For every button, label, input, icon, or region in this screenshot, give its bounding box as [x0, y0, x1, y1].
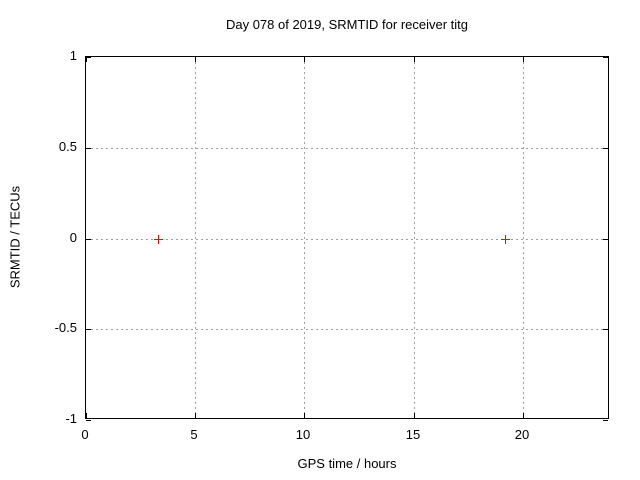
- y-tick-mark: [86, 148, 91, 149]
- x-tick-label: 15: [405, 427, 421, 442]
- chart-title: Day 078 of 2019, SRMTID for receiver tit…: [225, 17, 469, 32]
- y-tick-label: 0.5: [58, 139, 77, 154]
- data-point-marker: [501, 235, 510, 244]
- x-tick-mark: [523, 413, 524, 418]
- x-gridline: [195, 57, 196, 418]
- x-tick-mark-top: [195, 57, 196, 62]
- x-tick-label: 5: [190, 427, 198, 442]
- y-tick-mark-right: [603, 239, 608, 240]
- y-tick-label: -1: [65, 411, 77, 426]
- y-tick-mark-right: [603, 148, 608, 149]
- x-tick-mark-top: [304, 57, 305, 62]
- x-tick-mark: [195, 413, 196, 418]
- y-tick-mark: [86, 57, 91, 58]
- y-gridline: [86, 329, 608, 330]
- y-tick-mark-right: [603, 420, 608, 421]
- y-tick-label: 0: [69, 230, 77, 245]
- x-tick-label: 0: [81, 427, 89, 442]
- x-tick-mark: [414, 413, 415, 418]
- x-gridline: [523, 57, 524, 418]
- marker-vbar: [505, 235, 506, 244]
- x-axis-label: GPS time / hours: [297, 456, 397, 471]
- x-gridline: [304, 57, 305, 418]
- y-tick-label: 1: [69, 48, 77, 63]
- x-tick-label: 20: [514, 427, 530, 442]
- y-tick-label: -0.5: [54, 320, 77, 335]
- x-tick-mark: [86, 413, 87, 418]
- plot-area: [85, 56, 609, 421]
- y-gridline: [86, 148, 608, 149]
- y-tick-mark: [86, 420, 91, 421]
- marker-vbar: [158, 235, 159, 244]
- y-tick-mark-right: [603, 329, 608, 330]
- x-tick-mark: [304, 413, 305, 418]
- x-tick-mark-top: [414, 57, 415, 62]
- y-tick-mark: [86, 239, 91, 240]
- x-gridline: [414, 57, 415, 418]
- x-tick-label: 10: [295, 427, 311, 442]
- y-tick-mark-right: [603, 57, 608, 58]
- y-gridline: [86, 239, 608, 240]
- data-point-marker: [154, 235, 163, 244]
- x-tick-mark-top: [86, 57, 87, 62]
- y-tick-mark: [86, 329, 91, 330]
- x-tick-mark-top: [523, 57, 524, 62]
